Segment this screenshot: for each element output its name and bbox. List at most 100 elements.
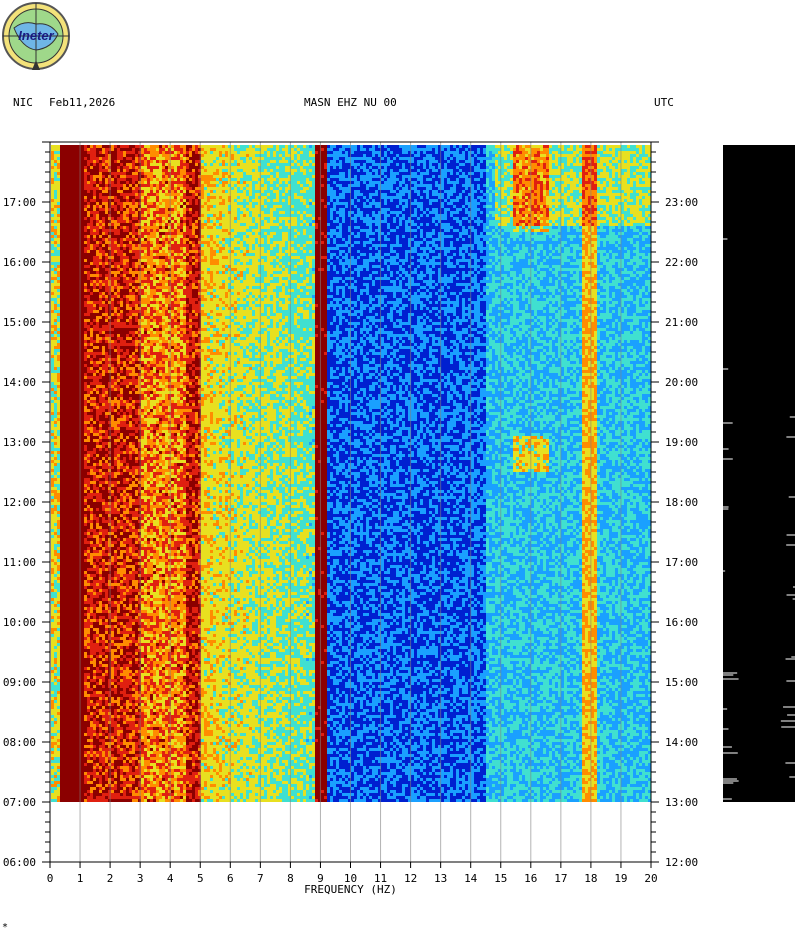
heatmap-cell <box>510 202 513 205</box>
heatmap-cell <box>546 163 549 166</box>
heatmap-cell <box>84 208 87 211</box>
heatmap-cell <box>177 151 180 154</box>
heatmap-cell <box>411 211 414 214</box>
heatmap-cell <box>303 163 306 166</box>
heatmap-cell <box>471 217 474 220</box>
heatmap-cell <box>363 214 366 217</box>
heatmap-cell <box>264 148 267 151</box>
heatmap-cell <box>60 214 63 217</box>
heatmap-cell <box>279 196 282 199</box>
heatmap-cell <box>327 184 330 187</box>
heatmap-cell <box>594 211 597 214</box>
heatmap-cell <box>129 217 132 220</box>
heatmap-cell <box>639 160 642 163</box>
heatmap-cell <box>495 184 498 187</box>
heatmap-cell <box>486 205 489 208</box>
heatmap-cell <box>300 193 303 196</box>
heatmap-cell <box>222 166 225 169</box>
heatmap-cell <box>102 202 105 205</box>
heatmap-cell <box>69 199 72 202</box>
heatmap-cell <box>435 178 438 181</box>
heatmap-cell <box>549 199 552 202</box>
heatmap-cell <box>549 154 552 157</box>
heatmap-cell <box>585 217 588 220</box>
heatmap-cell <box>513 184 516 187</box>
heatmap-cell <box>387 181 390 184</box>
heatmap-cell <box>612 217 615 220</box>
heatmap-cell <box>141 193 144 196</box>
heatmap-cell <box>603 196 606 199</box>
heatmap-cell <box>579 181 582 184</box>
heatmap-cell <box>537 184 540 187</box>
heatmap-cell <box>534 208 537 211</box>
heatmap-cell <box>573 151 576 154</box>
heatmap-cell <box>135 193 138 196</box>
heatmap-cell <box>132 148 135 151</box>
heatmap-cell <box>576 190 579 193</box>
heatmap-cell <box>174 151 177 154</box>
heatmap-cell <box>87 172 90 175</box>
heatmap-cell <box>87 175 90 178</box>
heatmap-cell <box>72 202 75 205</box>
heatmap-cell <box>546 214 549 217</box>
heatmap-cell <box>354 166 357 169</box>
heatmap-cell <box>237 205 240 208</box>
heatmap-cell <box>636 187 639 190</box>
heatmap-cell <box>99 208 102 211</box>
heatmap-cell <box>483 202 486 205</box>
heatmap-cell <box>72 211 75 214</box>
heatmap-cell <box>84 187 87 190</box>
heatmap-cell <box>273 154 276 157</box>
heatmap-cell <box>591 148 594 151</box>
heatmap-cell <box>315 145 318 148</box>
heatmap-cell <box>354 208 357 211</box>
heatmap-cell <box>459 190 462 193</box>
heatmap-cell <box>102 169 105 172</box>
heatmap-cell <box>141 187 144 190</box>
heatmap-cell <box>600 208 603 211</box>
heatmap-cell <box>69 214 72 217</box>
heatmap-cell <box>630 157 633 160</box>
heatmap-cell <box>567 172 570 175</box>
heatmap-cell <box>636 160 639 163</box>
heatmap-cell <box>564 154 567 157</box>
heatmap-cell <box>633 181 636 184</box>
heatmap-cell <box>399 169 402 172</box>
heatmap-cell <box>312 187 315 190</box>
heatmap-cell <box>303 154 306 157</box>
heatmap-cell <box>606 193 609 196</box>
heatmap-cell <box>510 199 513 202</box>
heatmap-cell <box>516 187 519 190</box>
heatmap-cell <box>609 217 612 220</box>
heatmap-cell <box>426 202 429 205</box>
heatmap-cell <box>342 190 345 193</box>
heatmap-cell <box>624 151 627 154</box>
heatmap-cell <box>234 193 237 196</box>
heatmap-cell <box>135 190 138 193</box>
heatmap-cell <box>399 214 402 217</box>
heatmap-cell <box>399 163 402 166</box>
heatmap-cell <box>381 208 384 211</box>
heatmap-cell <box>63 166 66 169</box>
heatmap-cell <box>369 187 372 190</box>
heatmap-cell <box>294 181 297 184</box>
heatmap-cell <box>312 151 315 154</box>
heatmap-cell <box>429 148 432 151</box>
heatmap-cell <box>399 175 402 178</box>
heatmap-cell <box>240 163 243 166</box>
heatmap-cell <box>603 145 606 148</box>
heatmap-cell <box>387 193 390 196</box>
heatmap-cell <box>552 166 555 169</box>
heatmap-cell <box>597 181 600 184</box>
heatmap-cell <box>162 193 165 196</box>
heatmap-cell <box>504 211 507 214</box>
heatmap-cell <box>267 214 270 217</box>
heatmap-cell <box>231 190 234 193</box>
heatmap-cell <box>615 172 618 175</box>
heatmap-cell <box>603 190 606 193</box>
heatmap-cell <box>351 187 354 190</box>
heatmap-cell <box>360 208 363 211</box>
heatmap-cell <box>117 190 120 193</box>
heatmap-cell <box>369 151 372 154</box>
heatmap-cell <box>171 145 174 148</box>
